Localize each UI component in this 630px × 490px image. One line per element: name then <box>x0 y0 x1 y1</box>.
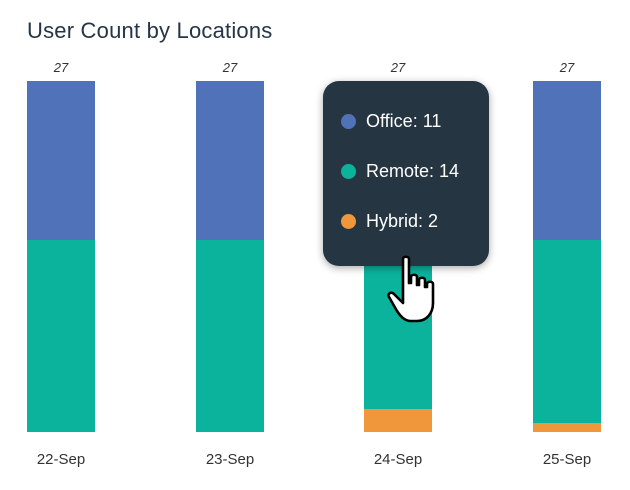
segment-office[interactable] <box>533 81 601 240</box>
segment-remote[interactable] <box>196 240 264 432</box>
chart-tooltip: Office: 11 Remote: 14 Hybrid: 2 <box>323 81 489 266</box>
tooltip-office-text: Office: 11 <box>366 111 442 131</box>
bar-total-label: 27 <box>53 60 69 75</box>
segment-hybrid[interactable] <box>533 423 601 432</box>
hand-pointer-cursor-icon <box>387 255 435 323</box>
bar-total-label: 27 <box>559 60 575 75</box>
segment-office[interactable] <box>196 81 264 240</box>
tooltip-row-hybrid: Hybrid: 2 <box>341 211 438 232</box>
bar-25-sep[interactable] <box>533 81 601 432</box>
segment-remote[interactable] <box>27 240 95 432</box>
chart-title: User Count by Locations <box>27 18 273 43</box>
tooltip-row-office: Office: 11 <box>341 111 441 132</box>
remote-dot-icon <box>341 164 356 179</box>
x-axis-label: 24-Sep <box>373 451 423 468</box>
x-axis-label: 22-Sep <box>36 451 86 468</box>
tooltip-remote-text: Remote: 14 <box>366 161 460 181</box>
segment-hybrid[interactable] <box>364 409 432 432</box>
segment-remote[interactable] <box>533 240 601 423</box>
hybrid-dot-icon <box>341 214 356 229</box>
office-dot-icon <box>341 114 356 129</box>
tooltip-hybrid-text: Hybrid: 2 <box>366 211 439 231</box>
x-axis-label: 23-Sep <box>205 451 255 468</box>
tooltip-row-remote: Remote: 14 <box>341 161 459 182</box>
segment-office[interactable] <box>27 81 95 240</box>
bar-22-sep[interactable] <box>27 81 95 432</box>
bar-total-label: 27 <box>390 60 406 75</box>
bar-23-sep[interactable] <box>196 81 264 432</box>
x-axis-label: 25-Sep <box>542 451 592 468</box>
bar-total-label: 27 <box>222 60 238 75</box>
